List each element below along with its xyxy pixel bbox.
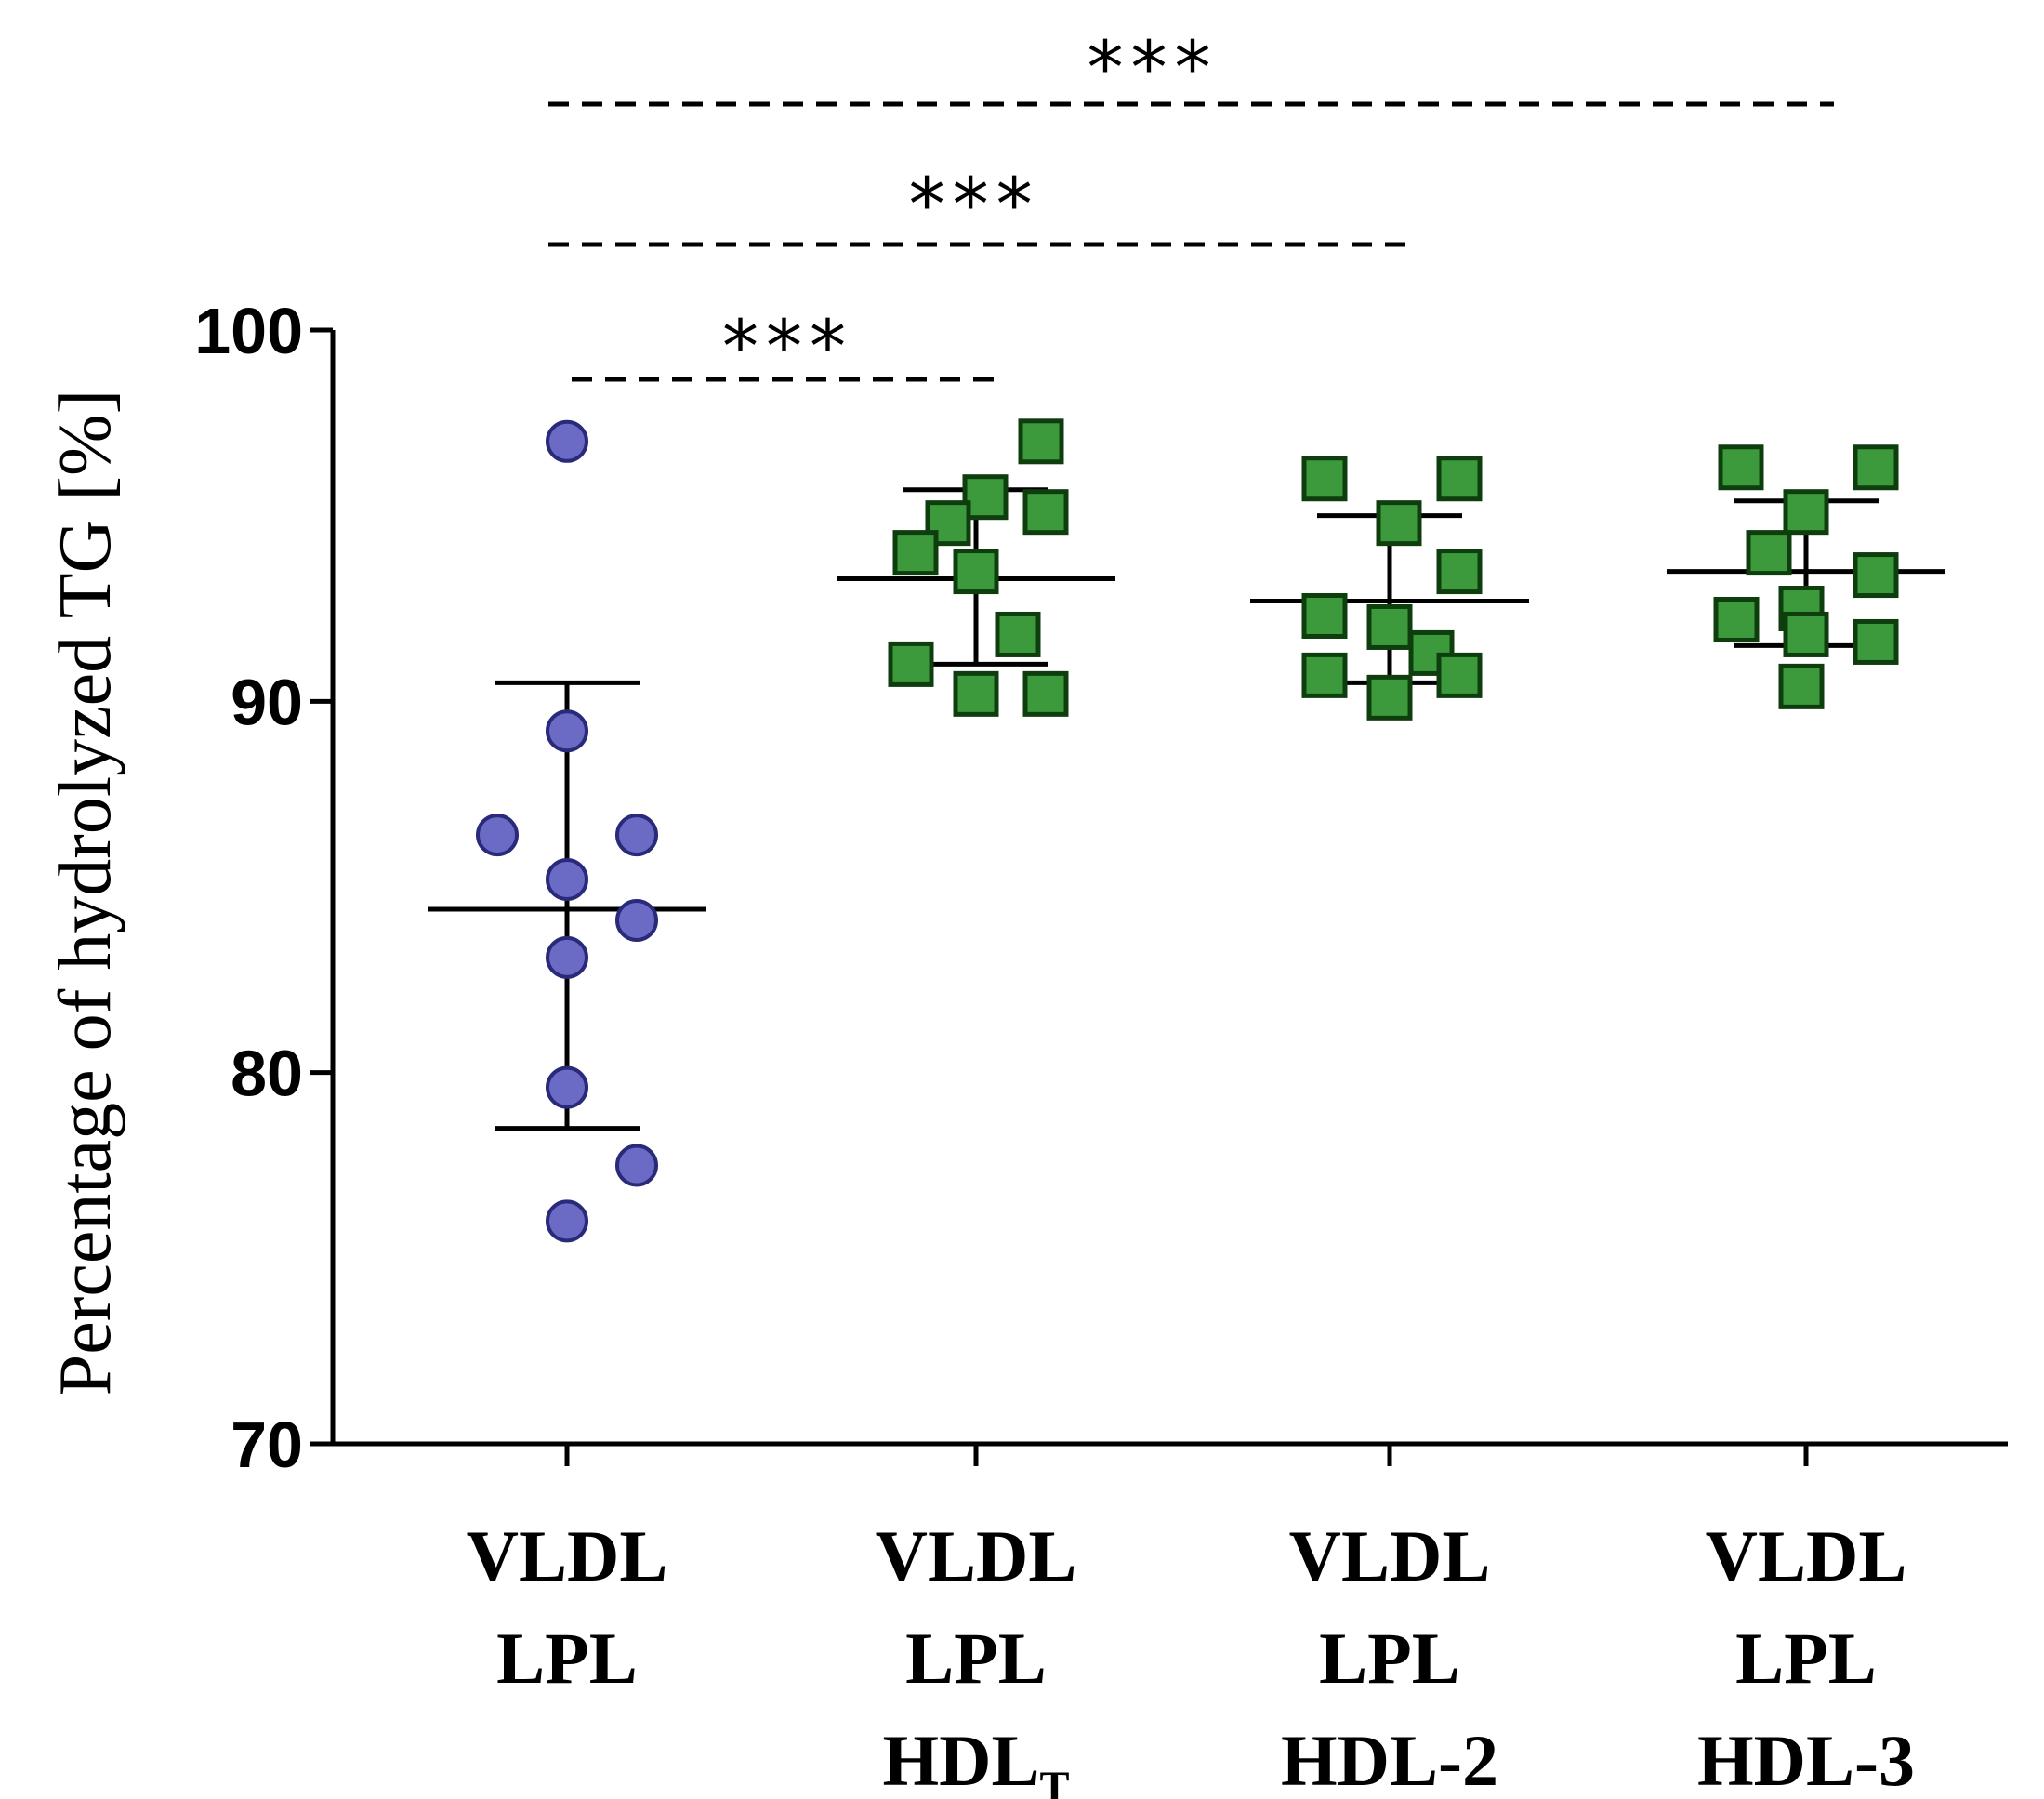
y-tick-label: 80 <box>231 1038 303 1110</box>
x-category-label: VLDL <box>876 1515 1077 1596</box>
x-category-label: HDL-3 <box>1697 1720 1915 1799</box>
data-point <box>546 858 588 902</box>
data-point <box>1783 611 1829 657</box>
data-point <box>1853 552 1899 599</box>
x-category-label: LPL <box>1735 1618 1877 1699</box>
data-point <box>546 419 588 463</box>
x-category-label: LPL <box>496 1618 638 1699</box>
x-category-label: HDLT <box>882 1720 1069 1799</box>
data-point <box>476 814 519 857</box>
mean-sd-group <box>428 487 1945 1131</box>
x-category-label: VLDL <box>467 1515 668 1596</box>
y-tick-label: 100 <box>194 295 303 367</box>
data-point <box>615 814 658 857</box>
x-category-label: LPL <box>905 1618 1047 1699</box>
data-point <box>1436 652 1483 698</box>
data-point <box>892 530 939 576</box>
data-point <box>1022 670 1069 717</box>
data-point <box>1018 418 1064 465</box>
data-point <box>615 898 658 942</box>
data-point <box>1853 444 1899 491</box>
data-point <box>1853 618 1899 665</box>
data-point <box>1022 489 1069 536</box>
axes-group <box>310 327 2008 1466</box>
data-point <box>962 474 1009 521</box>
data-point <box>546 935 588 979</box>
data-point <box>1301 592 1348 639</box>
data-point <box>1436 549 1483 595</box>
data-point <box>1718 444 1764 491</box>
y-axis-title: Percentage of hydrolyzed TG [%] <box>45 390 126 1396</box>
significance-label: *** <box>722 306 853 390</box>
data-point <box>546 1199 588 1243</box>
x-category-subscript: T <box>1040 1763 1070 1799</box>
data-point <box>888 641 934 687</box>
data-point <box>615 1144 658 1187</box>
data-point <box>1746 530 1792 576</box>
data-point <box>953 670 999 717</box>
data-point <box>546 1065 588 1109</box>
data-point <box>995 611 1041 657</box>
data-point <box>953 549 999 595</box>
x-category-label: LPL <box>1319 1618 1460 1699</box>
data-point <box>546 709 588 753</box>
x-category-label: VLDL <box>1706 1515 1907 1596</box>
data-point <box>1301 652 1348 698</box>
points-group <box>476 418 1899 1243</box>
data-point <box>1301 456 1348 502</box>
significance-label: *** <box>909 164 1040 247</box>
labels-group: 70 80 90 100 VLDL LPL VLDL LPL HDLT VLDL LPL HDL-2 V… <box>45 295 1915 1799</box>
data-point <box>1436 456 1483 502</box>
x-category-label: HDL-2 <box>1281 1720 1498 1799</box>
data-point <box>1778 663 1825 709</box>
data-point <box>1713 596 1760 642</box>
significance-group: *** *** *** <box>548 27 1834 390</box>
y-tick-label: 70 <box>231 1409 303 1481</box>
data-point <box>1783 489 1829 536</box>
data-point <box>1366 674 1413 721</box>
significance-label: *** <box>1088 27 1219 111</box>
data-point <box>1376 500 1422 547</box>
y-tick-label: 90 <box>231 666 303 738</box>
x-category-label: VLDL <box>1289 1515 1491 1596</box>
data-point <box>1366 603 1413 650</box>
